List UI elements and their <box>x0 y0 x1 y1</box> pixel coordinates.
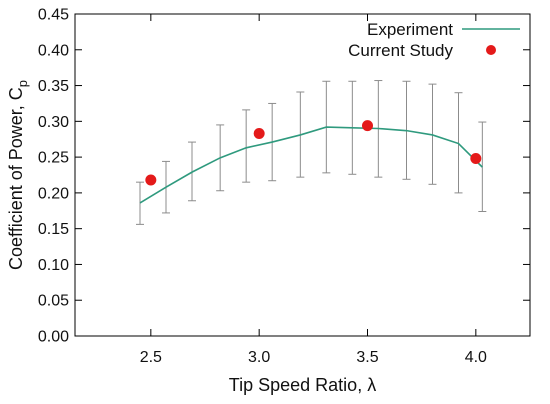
experiment-line <box>139 126 483 204</box>
current-study-point <box>362 120 373 132</box>
y-axis-label-main: Coefficient of Power, C <box>6 87 26 270</box>
y-tick-label: 0.10 <box>38 257 69 274</box>
y-axis-label: Coefficient of Power, Cp <box>6 80 30 270</box>
x-tick-label: 3.0 <box>248 349 270 366</box>
legend-label-experiment: Experiment <box>367 20 453 39</box>
error-bars <box>136 80 487 225</box>
y-tick-label: 0.20 <box>38 185 69 202</box>
y-tick-label: 0.25 <box>38 150 69 167</box>
y-tick-label: 0.05 <box>38 293 69 310</box>
legend: Experiment Current Study <box>348 20 520 60</box>
x-tick-label: 2.5 <box>140 349 162 366</box>
y-tick-label: 0.00 <box>38 329 69 346</box>
y-tick-label: 0.45 <box>38 7 69 24</box>
current-study-point <box>470 153 482 165</box>
y-axis-ticks: 0.00 0.05 0.10 0.15 0.20 0.25 0.30 0.35 0.40 0.45 <box>38 7 530 346</box>
x-tick-label: 3.5 <box>356 349 378 366</box>
y-tick-label: 0.15 <box>38 221 69 238</box>
y-axis-label-subscript: p <box>15 80 30 87</box>
y-tick-label: 0.30 <box>38 114 69 131</box>
plot-frame <box>74 13 531 337</box>
x-axis-ticks: 2.5 3.0 3.5 4.0 <box>140 14 487 366</box>
x-tick-label: 4.0 <box>465 349 487 366</box>
legend-swatch-current-study <box>486 45 496 55</box>
plot-border <box>74 13 531 337</box>
current-study-point <box>253 127 265 139</box>
y-tick-label: 0.35 <box>38 78 69 95</box>
x-axis-label: Tip Speed Ratio, λ <box>229 375 376 395</box>
legend-label-current-study: Current Study <box>348 41 453 60</box>
experiment-series <box>139 126 483 204</box>
y-tick-label: 0.40 <box>38 42 69 59</box>
current-study-point <box>145 174 157 186</box>
error-bar <box>136 181 144 225</box>
current-study-series <box>145 120 482 186</box>
error-bar <box>242 109 251 183</box>
